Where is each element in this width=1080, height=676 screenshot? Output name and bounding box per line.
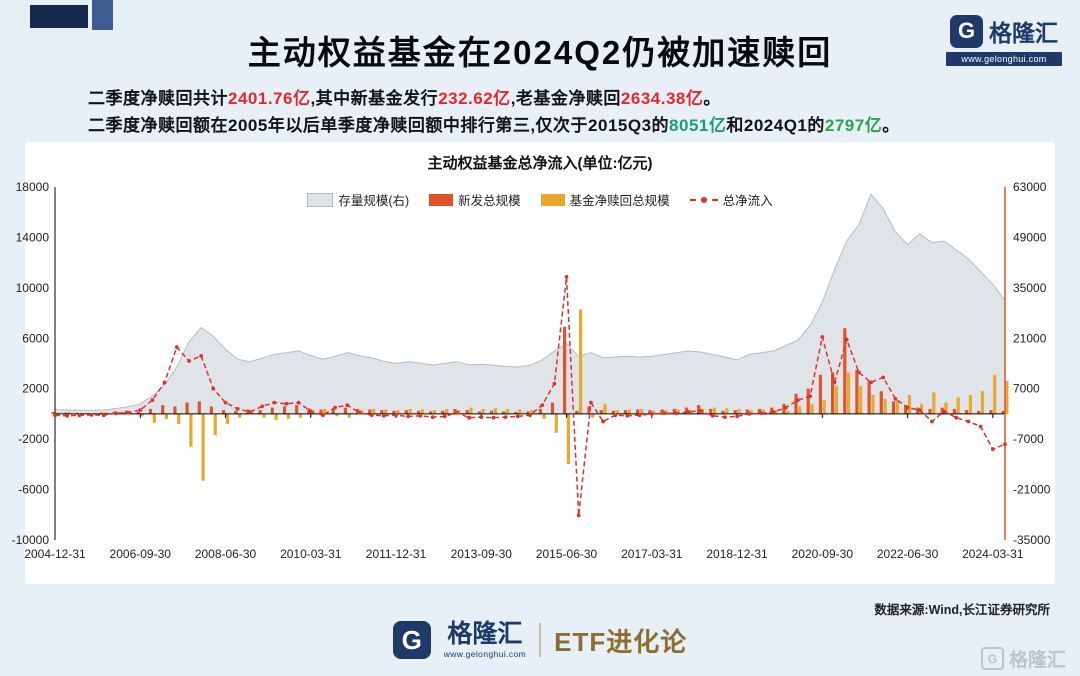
divider bbox=[539, 623, 542, 658]
brand-url: www.gelonghui.com bbox=[443, 649, 527, 660]
svg-text:35000: 35000 bbox=[1013, 281, 1047, 295]
area-series bbox=[54, 193, 1006, 414]
svg-text:-7000: -7000 bbox=[1013, 432, 1044, 446]
watermark: G 格隆汇 bbox=[980, 645, 1066, 672]
gelonghui-g-icon: G bbox=[392, 621, 431, 660]
subtitle-line-2: 二季度净赎回额在2005年以后单季度净赎回额中排行第三,仅次于2015Q3的80… bbox=[88, 111, 900, 136]
decor-square-blue bbox=[92, 0, 113, 30]
legend-item-1: 存量规模(右) bbox=[307, 190, 409, 209]
subtitle-line-1: 二季度净赎回共计2401.76亿,其中新基金发行232.62亿,老基金净赎回26… bbox=[88, 84, 721, 109]
svg-text:10000: 10000 bbox=[16, 281, 50, 295]
svg-text:2000: 2000 bbox=[22, 382, 49, 396]
subtitle-segment: 。 bbox=[882, 116, 900, 135]
brand-name: 格隆汇 bbox=[447, 620, 523, 648]
svg-text:7000: 7000 bbox=[1013, 382, 1040, 396]
legend-swatch bbox=[689, 196, 718, 203]
brand-logo-top: G 格隆汇 www.gelonghui.com bbox=[946, 14, 1062, 66]
legend-swatch bbox=[540, 193, 565, 206]
netflow-line bbox=[53, 275, 1007, 518]
watermark-text: 格隆汇 bbox=[1008, 650, 1066, 671]
svg-text:2010-03-31: 2010-03-31 bbox=[280, 547, 342, 561]
subtitle-segment: 232.62亿 bbox=[438, 89, 511, 108]
subtitle-segment: 2797亿 bbox=[824, 116, 883, 135]
subtitle-segment: 和2024Q1的 bbox=[726, 116, 825, 135]
legend-label: 新发总规模 bbox=[458, 194, 521, 208]
legend-item-2: 新发总规模 bbox=[429, 190, 521, 209]
subtitle-segment: 二季度净赎回额在2005年以后单季度净赎回额中排行第三,仅次于2015Q3的 bbox=[88, 116, 670, 135]
subtitle-segment: 2401.76亿 bbox=[228, 89, 311, 108]
subtitle-segment: ,老基金净赎回 bbox=[510, 89, 621, 108]
brand-logo-footer: G 格隆汇 www.gelonghui.com ETF进化论 bbox=[0, 621, 1080, 659]
redemption-bars bbox=[55, 309, 1009, 481]
svg-text:18000: 18000 bbox=[16, 180, 50, 194]
subtitle-segment: 2634.38亿 bbox=[620, 89, 704, 108]
svg-text:-6000: -6000 bbox=[18, 483, 49, 497]
chart-title: 主动权益基金总净流入(单位:亿元) bbox=[427, 155, 653, 172]
svg-text:2008-06-30: 2008-06-30 bbox=[195, 547, 257, 561]
page-title: 主动权益基金在2024Q2仍被加速赎回 bbox=[247, 34, 833, 71]
chart-legend: 存量规模(右) 新发总规模 基金净赎回总规模 总净流入 bbox=[25, 190, 1055, 209]
data-source: 数据来源:Wind,长江证券研究所 bbox=[874, 603, 1050, 617]
brand-name: 格隆汇 bbox=[989, 20, 1058, 46]
svg-text:21000: 21000 bbox=[1013, 331, 1047, 345]
svg-text:2024-03-31: 2024-03-31 bbox=[962, 547, 1024, 561]
subtitle-segment: ,其中新基金发行 bbox=[310, 89, 439, 108]
svg-text:14000: 14000 bbox=[16, 230, 50, 244]
left-axis-labels: 18000 14000 10000 6000 2000 -2000 -6000 -10000 bbox=[12, 180, 50, 547]
legend-swatch bbox=[307, 192, 334, 207]
right-axis-labels: 63000 49000 35000 21000 7000 -7000 -21000 -3500… bbox=[1013, 180, 1051, 547]
svg-text:-21000: -21000 bbox=[1013, 483, 1051, 497]
svg-text:2022-06-30: 2022-06-30 bbox=[877, 547, 939, 561]
svg-text:6000: 6000 bbox=[22, 331, 49, 345]
legend-label: 总净流入 bbox=[722, 194, 773, 208]
svg-text:63000: 63000 bbox=[1013, 180, 1047, 194]
svg-text:-2000: -2000 bbox=[18, 432, 49, 446]
legend-item-4: 总净流入 bbox=[689, 190, 773, 209]
legend-label: 存量规模(右) bbox=[338, 194, 410, 208]
gelonghui-g-icon: G bbox=[950, 14, 983, 48]
svg-text:2004-12-31: 2004-12-31 bbox=[24, 547, 86, 561]
svg-text:2017-03-31: 2017-03-31 bbox=[621, 547, 683, 561]
svg-text:2006-09-30: 2006-09-30 bbox=[110, 547, 172, 561]
svg-text:49000: 49000 bbox=[1013, 230, 1047, 244]
decor-square-dark bbox=[30, 5, 88, 28]
plot-svg: 18000 14000 10000 6000 2000 -2000 -6000 -10000 6… bbox=[12, 180, 1051, 561]
svg-text:-10000: -10000 bbox=[12, 533, 50, 547]
gelonghui-g-icon: G bbox=[980, 647, 1004, 670]
subtitle-segment: 8051亿 bbox=[669, 116, 727, 135]
sub-brand-name: ETF进化论 bbox=[554, 626, 688, 657]
legend-item-3: 基金净赎回总规模 bbox=[540, 190, 670, 209]
svg-text:2015-06-30: 2015-06-30 bbox=[536, 547, 598, 561]
x-axis-labels: 2004-12-31 2006-09-30 2008-06-30 2010-03-31… bbox=[24, 547, 1024, 561]
subtitle-segment: 。 bbox=[703, 89, 721, 108]
subtitle-segment: 二季度净赎回共计 bbox=[88, 89, 228, 108]
chart-panel: 主动权益基金总净流入(单位:亿元) 18000 14000 10000 6000 200… bbox=[12, 142, 1055, 584]
svg-text:2020-09-30: 2020-09-30 bbox=[792, 547, 854, 561]
svg-text:2013-09-30: 2013-09-30 bbox=[451, 547, 513, 561]
legend-label: 基金净赎回总规模 bbox=[569, 194, 670, 208]
legend-swatch bbox=[429, 193, 454, 206]
brand-url: www.gelonghui.com bbox=[946, 52, 1062, 66]
svg-text:-35000: -35000 bbox=[1013, 533, 1051, 547]
svg-text:2018-12-31: 2018-12-31 bbox=[706, 547, 768, 561]
svg-text:2011-12-31: 2011-12-31 bbox=[366, 547, 427, 561]
issuance-bars bbox=[51, 326, 1005, 414]
